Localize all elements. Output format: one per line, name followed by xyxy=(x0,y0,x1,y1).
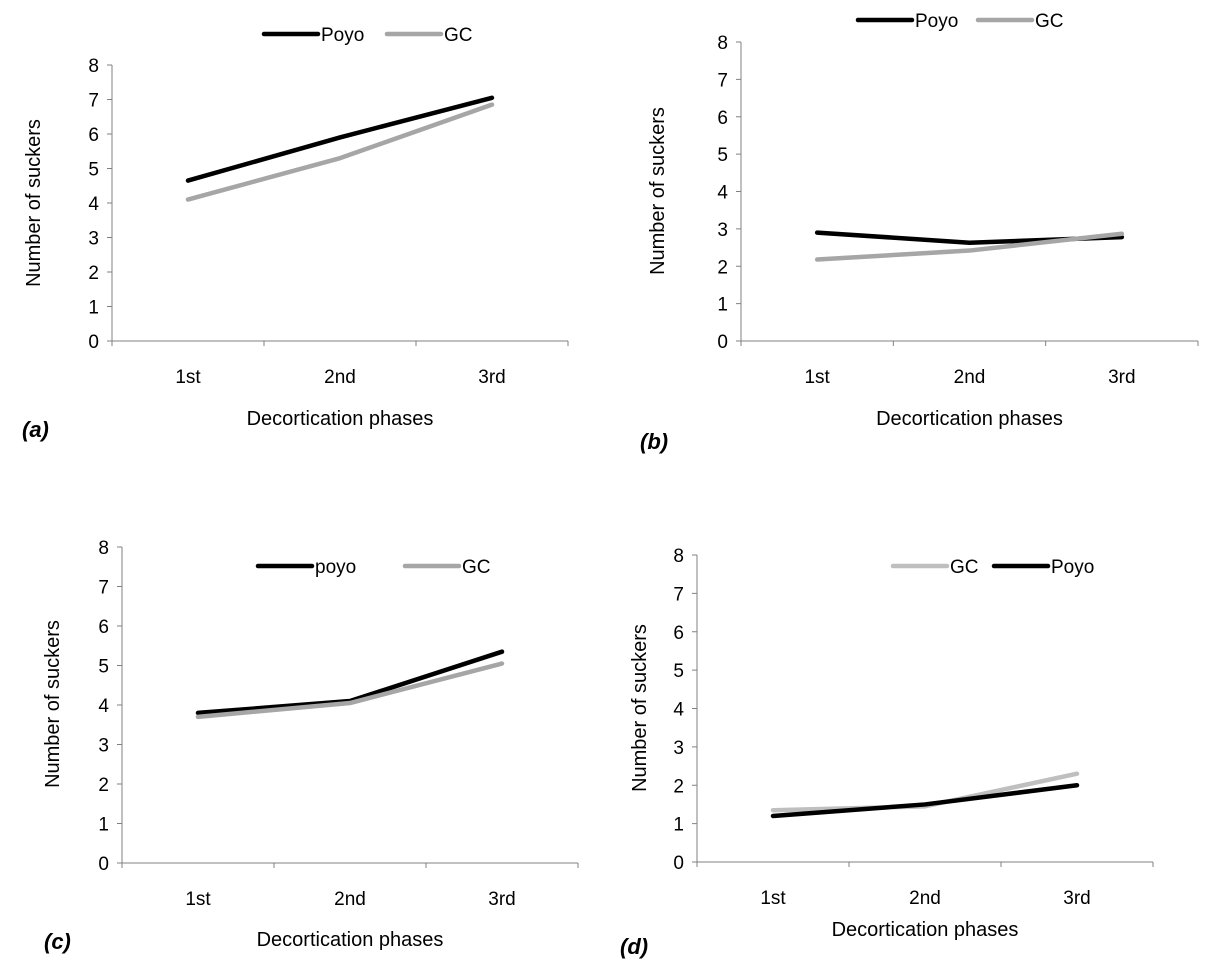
panel-label: (b) xyxy=(640,429,668,454)
y-tick-label: 2 xyxy=(673,776,684,797)
chart-panel-d: 0 1 2 3 4 5 6 7 8 1st 2nd 3rd Decortication phases Nu… xyxy=(620,546,1154,959)
y-axis-title: Number of suckers xyxy=(629,624,651,792)
x-tick-label: 1st xyxy=(804,367,830,388)
y-tick-label: 1 xyxy=(673,815,684,836)
x-tick-label: 1st xyxy=(760,888,786,909)
y-tick-label: 5 xyxy=(717,145,728,166)
y-tick-label: 8 xyxy=(717,33,728,54)
y-tick-label: 7 xyxy=(717,70,728,91)
series-line-poyo xyxy=(185,95,495,183)
series-line-gc xyxy=(195,661,505,720)
x-axis-title: Decortication phases xyxy=(832,919,1019,941)
series-line-gc xyxy=(814,231,1125,262)
panel-label: (c) xyxy=(44,929,71,954)
y-tick-label: 1 xyxy=(717,295,728,316)
y-tick-label: 4 xyxy=(717,183,728,204)
y-tick-label: 8 xyxy=(673,546,684,567)
y-tick-label: 3 xyxy=(673,738,684,759)
y-tick-label: 3 xyxy=(98,736,109,757)
y-tick-label: 8 xyxy=(88,56,99,77)
legend-label: GC xyxy=(950,557,979,578)
x-tick-label: 2nd xyxy=(324,367,356,388)
x-tick-label: 1st xyxy=(175,367,201,388)
legend-label: Poyo xyxy=(1051,557,1094,578)
legend-label: poyo xyxy=(315,557,356,578)
y-tick-label: 4 xyxy=(88,194,99,215)
y-tick-label: 6 xyxy=(673,623,684,644)
series-line-poyo xyxy=(770,783,1080,819)
y-tick-label: 2 xyxy=(98,775,109,796)
y-tick-label: 7 xyxy=(673,584,684,605)
y-tick-label: 6 xyxy=(98,617,109,638)
x-axis-title: Decortication phases xyxy=(876,408,1063,430)
y-tick-label: 2 xyxy=(717,257,728,278)
y-tick-label: 7 xyxy=(98,578,109,599)
chart-panel-b: 0 1 2 3 4 5 6 7 8 1st 2nd 3rd Decortication phases Nu… xyxy=(640,11,1199,454)
series-line-gc xyxy=(185,102,495,202)
y-tick-label: 0 xyxy=(717,332,728,353)
y-tick-label: 0 xyxy=(98,854,109,875)
y-tick-label: 3 xyxy=(717,220,728,241)
x-axis-title: Decortication phases xyxy=(257,929,444,951)
y-tick-label: 0 xyxy=(673,853,684,874)
y-tick-label: 2 xyxy=(88,263,99,284)
y-tick-label: 3 xyxy=(88,229,99,250)
y-axis-title: Number of suckers xyxy=(42,620,64,788)
y-tick-label: 1 xyxy=(88,298,99,319)
y-tick-label: 4 xyxy=(98,696,109,717)
y-tick-label: 5 xyxy=(88,160,99,181)
legend-label: Poyo xyxy=(321,25,364,46)
y-tick-label: 4 xyxy=(673,700,684,721)
x-tick-label: 3rd xyxy=(488,889,515,910)
y-tick-label: 5 xyxy=(98,657,109,678)
x-tick-label: 2nd xyxy=(909,888,941,909)
x-tick-label: 3rd xyxy=(1063,888,1090,909)
x-tick-label: 2nd xyxy=(954,367,986,388)
legend-label: GC xyxy=(462,557,491,578)
panel-label: (d) xyxy=(620,934,648,959)
y-axis-title: Number of suckers xyxy=(647,107,669,275)
legend-label: GC xyxy=(444,25,473,46)
legend-label: Poyo xyxy=(915,11,958,32)
y-tick-label: 6 xyxy=(88,125,99,146)
y-tick-label: 5 xyxy=(673,661,684,682)
chart-panel-c: 0 1 2 3 4 5 6 7 8 1st 2nd 3rd Decortication phases Nu… xyxy=(42,538,579,954)
y-tick-label: 7 xyxy=(88,91,99,112)
x-tick-label: 3rd xyxy=(1108,367,1135,388)
legend-label: GC xyxy=(1035,11,1064,32)
y-tick-label: 6 xyxy=(717,108,728,129)
panel-label: (a) xyxy=(22,417,49,442)
chart-panel-a: 0 1 2 3 4 5 6 7 8 1st 2nd 3rd Decortication phases Nu… xyxy=(22,25,569,442)
y-tick-label: 0 xyxy=(88,332,99,353)
y-tick-label: 1 xyxy=(98,815,109,836)
y-tick-label: 8 xyxy=(98,538,109,559)
x-tick-label: 3rd xyxy=(478,367,505,388)
x-tick-label: 1st xyxy=(185,889,211,910)
x-axis-title: Decortication phases xyxy=(247,408,434,430)
y-axis-title: Number of suckers xyxy=(23,119,45,287)
x-tick-label: 2nd xyxy=(334,889,366,910)
